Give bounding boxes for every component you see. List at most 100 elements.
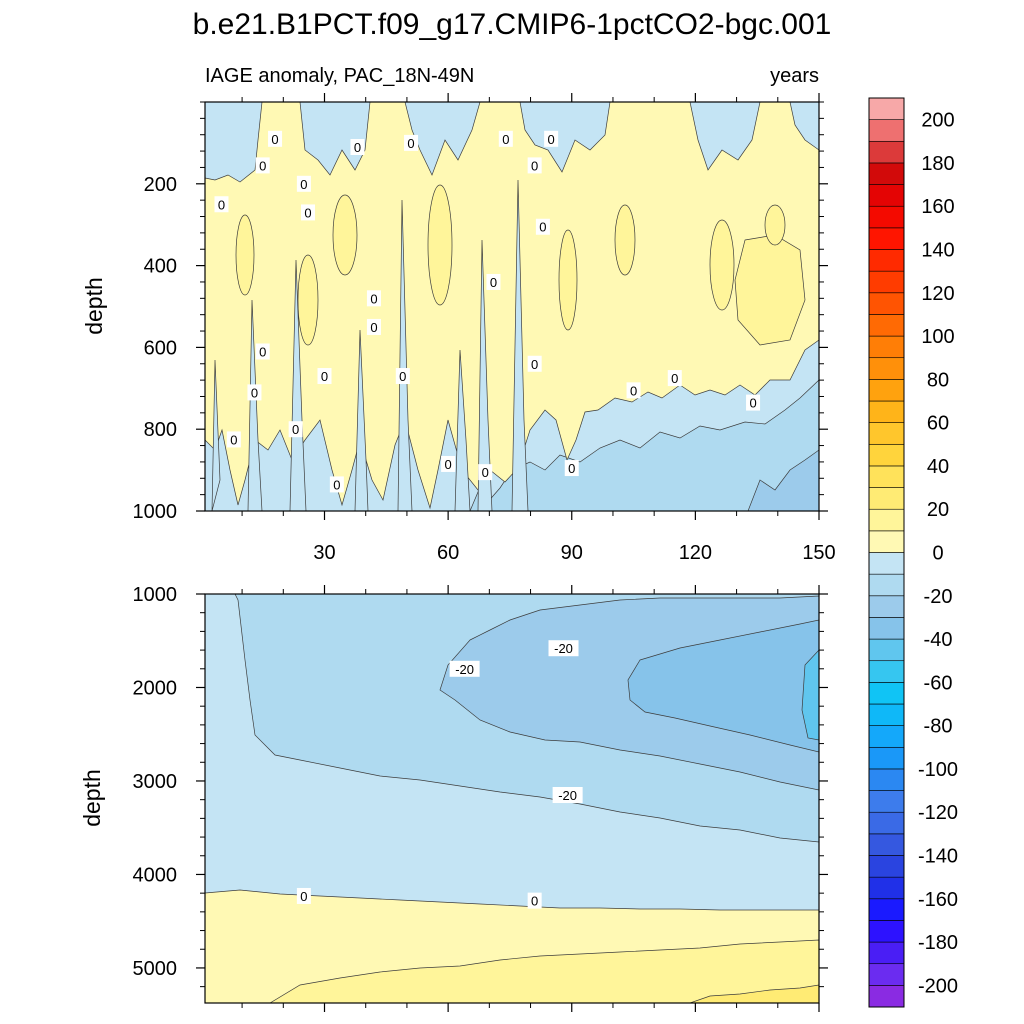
contour-label-bg <box>746 394 761 411</box>
colorbar-tick-label: -20 <box>924 586 953 608</box>
contour-label-text: 0 <box>502 132 509 147</box>
contour-label-bg <box>667 370 682 387</box>
colorbar-swatch <box>868 140 905 164</box>
contour-label-text: 0 <box>548 132 555 147</box>
contour-label-bg <box>527 355 542 372</box>
contour-label: 0 <box>288 421 303 438</box>
colorbar-swatch <box>868 595 905 618</box>
contour-label-text: -20 <box>554 641 573 656</box>
contour-label-text: 0 <box>370 291 377 306</box>
colorbar-swatch <box>868 725 905 748</box>
contour-label-bg <box>255 343 270 360</box>
contour-label: 0 <box>527 892 542 909</box>
lower-field: -20 -20 -20 0 0 <box>205 594 819 1003</box>
upper-blue-intrusions <box>205 102 819 183</box>
contour-label: 0 <box>746 394 761 411</box>
contour-label-bg <box>350 138 365 155</box>
upper-axes: 200 400 600 800 1000 30 60 90 120 150 <box>133 93 836 564</box>
colorbar-tick-label: -180 <box>918 932 958 954</box>
colorbar-tick-label: 80 <box>927 369 949 391</box>
lower-contour-labels: -20 -20 -20 0 0 <box>296 640 583 909</box>
contour-label: 0 <box>317 368 332 385</box>
colorbar-tick-label: 180 <box>921 153 954 175</box>
lower-frame <box>204 593 820 1004</box>
colorbar-swatch <box>868 617 905 640</box>
contour-label-bg <box>296 175 311 192</box>
contour-label-text: 0 <box>304 205 311 220</box>
colorbar-swatch <box>868 335 905 359</box>
colorbar-swatch <box>868 205 905 229</box>
contour-label-bg <box>214 196 229 213</box>
colorbar-swatch <box>868 162 905 185</box>
colorbar-swatch <box>868 508 905 532</box>
lower-band-20 <box>689 984 819 1003</box>
colorbar-tick-label: 40 <box>927 456 949 478</box>
contour-label-text: 0 <box>292 422 299 437</box>
contour-label-bg <box>329 476 344 493</box>
contour-label-bg <box>626 382 641 399</box>
contour-label-text: 0 <box>531 894 538 909</box>
colorbar: -200-180-160-140-120-100-80-60-40-200204… <box>868 97 958 1008</box>
contour-label: -20 <box>449 660 480 677</box>
colorbar-swatch <box>868 552 905 575</box>
contour-label-text: 0 <box>399 369 406 384</box>
contour-label: 0 <box>296 887 311 904</box>
colorbar-swatch <box>868 746 905 770</box>
contour-label-text: 0 <box>251 385 258 400</box>
colorbar-swatch <box>868 963 905 986</box>
lower-band-minus30 <box>627 619 819 753</box>
contour-label-text: -20 <box>558 788 577 803</box>
contour-label-bg <box>564 460 579 477</box>
colorbar-swatch <box>868 422 905 445</box>
colorbar-swatch <box>868 985 905 1008</box>
upper-band-minus20 <box>747 449 819 511</box>
contour-label-text: 0 <box>749 396 756 411</box>
upper-contour-labels: 0 0 0 0 0 0 0 0 0 0 0 0 0 0 0 0 0 0 0 0 0 0 0 0 0 0 0 0 <box>214 130 761 493</box>
y-tick-label: 3000 <box>133 771 178 793</box>
colorbar-swatch <box>868 811 905 835</box>
colorbar-swatch <box>868 790 905 813</box>
contour-label-text: 0 <box>531 357 538 372</box>
contour-label-text: 0 <box>407 136 414 151</box>
chart-title: b.e21.B1PCT.f09_g17.CMIP6-1pctCO2-bgc.00… <box>193 8 832 41</box>
lower-band-minus40 <box>801 649 819 741</box>
colorbar-swatch <box>868 119 905 142</box>
contour-label: 0 <box>268 130 283 147</box>
contour-label: 0 <box>404 134 419 151</box>
contour-label: -20 <box>552 786 583 803</box>
colorbar-tick-label: -200 <box>918 975 958 997</box>
contour-label-bg <box>527 157 542 174</box>
contour-label: 0 <box>441 455 456 472</box>
colorbar-tick-label: 20 <box>927 499 949 521</box>
contour-label-text: 0 <box>370 320 377 335</box>
contour-label: 0 <box>301 204 316 221</box>
contour-label: 0 <box>535 218 550 235</box>
units-label: years <box>770 65 819 87</box>
lower-ylabel: depth <box>79 769 105 827</box>
contour-label-bg <box>301 204 316 221</box>
contour-label-text: -20 <box>455 662 474 677</box>
colorbar-swatch <box>868 703 905 726</box>
contour-label: 0 <box>255 343 270 360</box>
contour-label-bg <box>486 273 501 290</box>
upper-blue-columns <box>211 179 529 511</box>
contour-label: 0 <box>527 157 542 174</box>
y-tick-label: 4000 <box>133 864 178 886</box>
contour-label-text: 0 <box>259 344 266 359</box>
colorbar-swatch <box>868 357 905 380</box>
colorbar-tick-label: 60 <box>927 413 949 435</box>
contour-label: 0 <box>247 384 262 401</box>
colorbar-swatch <box>868 920 905 943</box>
contour-label: 0 <box>329 476 344 493</box>
colorbar-tick-label: 120 <box>921 283 954 305</box>
colorbar-swatch <box>868 682 905 705</box>
contour-label: 0 <box>478 464 493 481</box>
colorbar-swatch <box>868 227 905 250</box>
x-tick-label: 90 <box>561 542 583 564</box>
colorbar-tick-label: 100 <box>921 326 954 348</box>
contour-label: 0 <box>226 431 241 448</box>
colorbar-swatch <box>868 487 905 510</box>
contour-label-bg <box>478 464 493 481</box>
lower-panel: -20 -20 -20 0 0 1000 2000 3000 4000 5000 depth <box>79 584 828 1012</box>
colorbar-tick-label: -120 <box>918 802 958 824</box>
